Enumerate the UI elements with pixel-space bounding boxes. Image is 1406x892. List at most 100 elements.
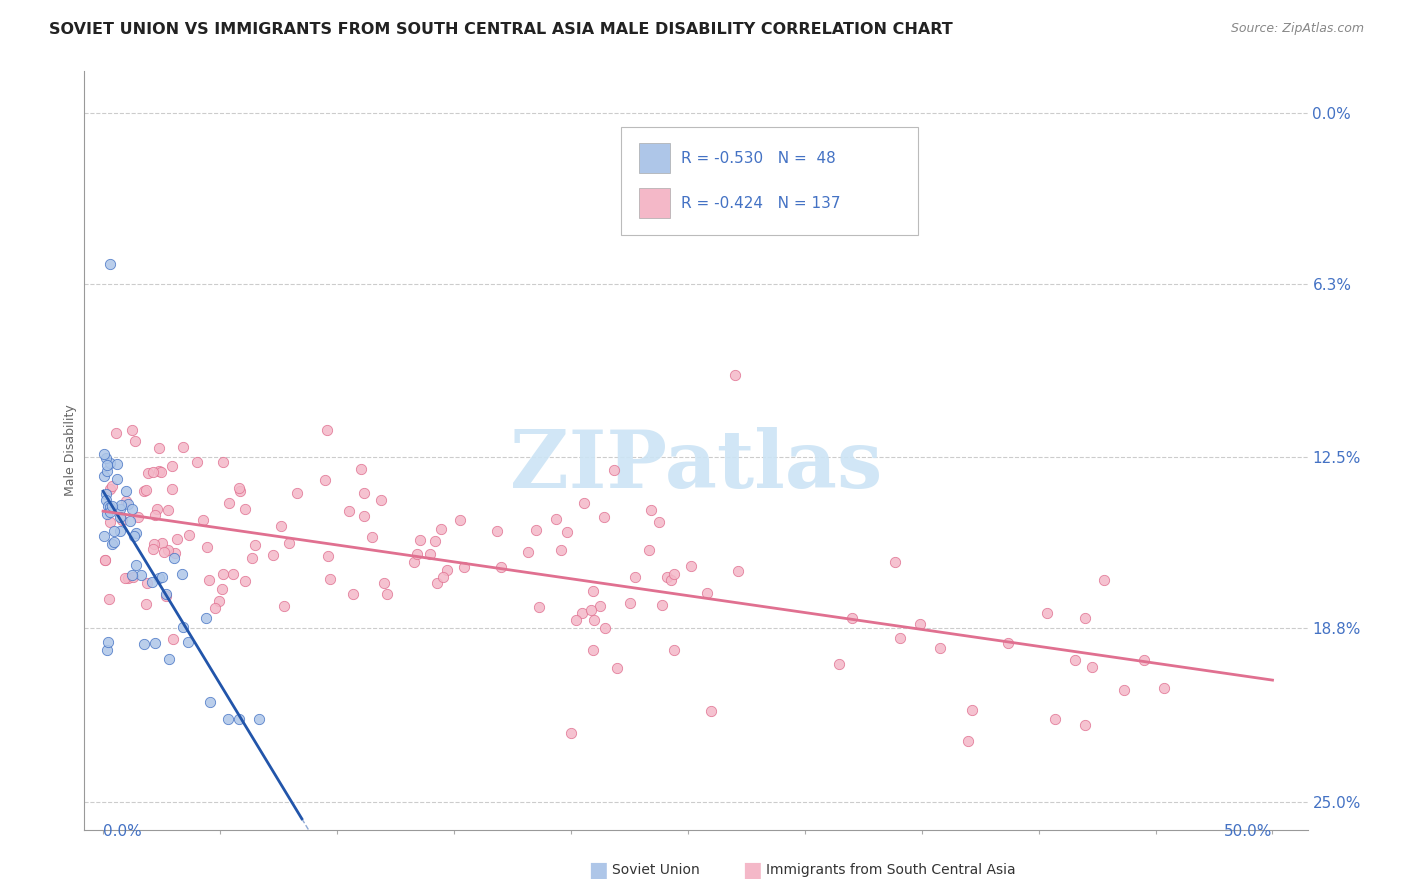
Point — [453, 559, 475, 574]
Point — [117, 497, 139, 511]
Point — [94, 450, 117, 465]
Point — [148, 464, 170, 478]
Point — [1092, 573, 1115, 587]
Point — [108, 510, 131, 524]
Point — [550, 542, 572, 557]
Point — [583, 613, 606, 627]
Point — [121, 423, 143, 437]
Point — [162, 482, 184, 496]
Point — [97, 635, 120, 649]
Point — [1153, 681, 1175, 695]
Point — [624, 570, 647, 584]
Point — [883, 555, 905, 569]
Point — [245, 538, 267, 552]
Point — [134, 637, 156, 651]
Point — [103, 534, 125, 549]
Text: R = -0.424   N = 137: R = -0.424 N = 137 — [682, 195, 841, 211]
Point — [101, 537, 124, 551]
Point — [1045, 712, 1067, 726]
Point — [152, 545, 174, 559]
Point — [655, 570, 678, 584]
Point — [581, 603, 603, 617]
Point — [593, 510, 616, 524]
Point — [162, 458, 184, 473]
Point — [589, 599, 612, 613]
Point — [135, 483, 157, 497]
Point — [155, 587, 177, 601]
Point — [449, 513, 471, 527]
Point — [93, 468, 115, 483]
Point — [373, 575, 395, 590]
Point — [342, 587, 364, 601]
Point — [337, 504, 360, 518]
Point — [105, 472, 128, 486]
Point — [143, 508, 166, 522]
Point — [195, 540, 218, 554]
Point — [150, 570, 173, 584]
Point — [270, 519, 292, 533]
Point — [162, 632, 184, 646]
Point — [222, 567, 245, 582]
Point — [723, 368, 745, 382]
Point — [114, 494, 136, 508]
Point — [960, 702, 983, 716]
Point — [218, 496, 240, 510]
Point — [1112, 682, 1135, 697]
Point — [96, 487, 118, 501]
Point — [98, 456, 121, 470]
Point — [287, 485, 309, 500]
Text: ■: ■ — [588, 860, 607, 880]
Point — [172, 620, 194, 634]
Point — [93, 447, 115, 461]
Point — [155, 590, 177, 604]
Point — [679, 559, 702, 574]
Point — [957, 734, 980, 748]
Point — [149, 465, 172, 479]
Point — [662, 642, 685, 657]
Point — [177, 527, 200, 541]
Point — [841, 610, 863, 624]
Point — [419, 548, 441, 562]
Point — [96, 507, 118, 521]
Point — [132, 483, 155, 498]
Point — [593, 621, 616, 635]
Point — [349, 462, 371, 476]
Point — [195, 611, 218, 625]
Point — [436, 563, 458, 577]
Point — [228, 481, 250, 495]
Point — [233, 502, 256, 516]
Point — [172, 440, 194, 454]
Point — [96, 464, 118, 478]
Point — [93, 529, 115, 543]
Text: 0.0%: 0.0% — [103, 824, 142, 839]
Point — [560, 726, 582, 740]
Point — [157, 652, 180, 666]
Point — [229, 484, 252, 499]
Point — [148, 571, 170, 585]
Point — [211, 582, 233, 596]
Point — [125, 526, 148, 541]
Point — [316, 423, 339, 437]
Point — [375, 587, 398, 601]
Point — [555, 525, 578, 540]
Point — [150, 535, 173, 549]
Point — [177, 635, 200, 649]
Point — [96, 499, 118, 513]
Point — [997, 636, 1019, 650]
Point — [572, 496, 595, 510]
Point — [125, 558, 148, 573]
Point — [98, 592, 121, 607]
Point — [96, 643, 118, 657]
Y-axis label: Male Disability: Male Disability — [63, 405, 77, 496]
Point — [353, 509, 375, 524]
Text: Soviet Union: Soviet Union — [612, 863, 699, 877]
Point — [582, 643, 605, 657]
Point — [360, 530, 382, 544]
Point — [186, 455, 208, 469]
Point — [96, 458, 118, 473]
Point — [1063, 652, 1085, 666]
Point — [648, 515, 671, 529]
Point — [1035, 606, 1057, 620]
Point — [170, 566, 193, 581]
Point — [198, 574, 221, 588]
